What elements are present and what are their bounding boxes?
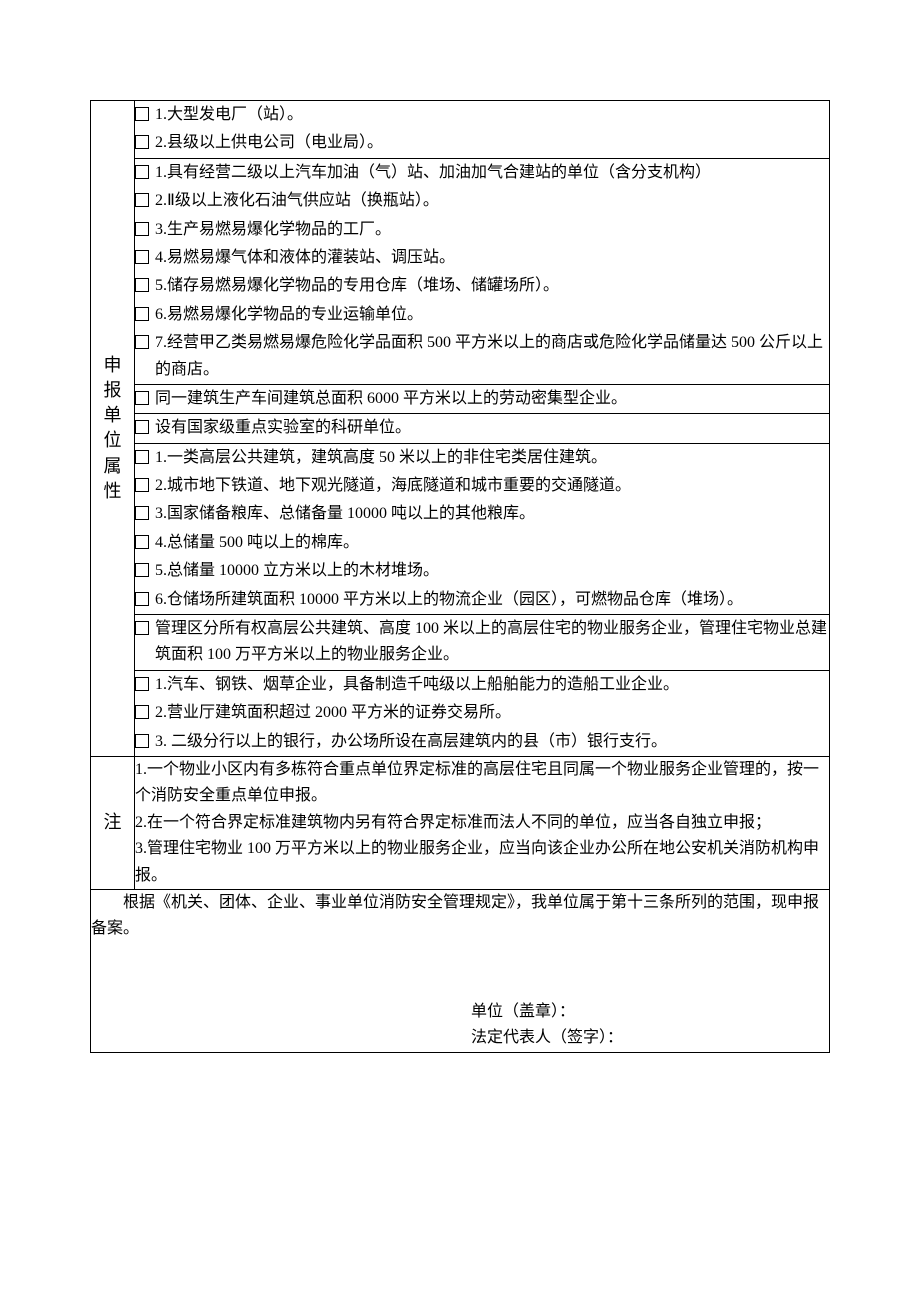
attr-header: 申报单位属性 [91, 353, 134, 504]
checkbox-row: 3. 二级分行以上的银行，办公场所设在高层建筑内的县（市）银行支行。 [135, 728, 829, 756]
section-labor: 同一建筑生产车间建筑总面积 6000 平方米以上的劳动密集型企业。 [135, 384, 830, 413]
checkbox-row: 2.Ⅱ级以上液化石油气供应站（换瓶站）。 [135, 187, 829, 215]
section-building: 1.一类高层公共建筑，建筑高度 50 米以上的非住宅类居住建筑。 2.城市地下铁… [135, 443, 830, 614]
checkbox-row: 5.总储量 10000 立方米以上的木材堆场。 [135, 557, 829, 585]
checkbox-label: 2.城市地下铁道、地下观光隧道，海底隧道和城市重要的交通隧道。 [155, 473, 829, 499]
checkbox-icon[interactable] [135, 535, 149, 549]
checkbox-label: 3.生产易燃易爆化学物品的工厂。 [155, 217, 829, 243]
checkbox-row: 管理区分所有权高层公共建筑、高度 100 米以上的高层住宅的物业服务企业，管理住… [135, 615, 829, 670]
checkbox-row: 7.经营甲乙类易燃易爆危险化学品面积 500 平方米以上的商店或危险化学品储量达… [135, 329, 829, 384]
checkbox-icon[interactable] [135, 335, 149, 349]
checkbox-label: 1.大型发电厂（站）。 [155, 102, 829, 128]
footer-cell: 根据《机关、团体、企业、事业单位消防安全管理规定》，我单位属于第十三条所列的范围… [91, 889, 830, 1052]
checkbox-row: 1.大型发电厂（站）。 [135, 101, 829, 129]
legal-rep-line: 法定代表人（签字）： [471, 1025, 829, 1051]
section-power: 1.大型发电厂（站）。 2.县级以上供电公司（电业局）。 [135, 101, 830, 159]
checkbox-label: 3. 二级分行以上的银行，办公场所设在高层建筑内的县（市）银行支行。 [155, 729, 829, 755]
note-item: 3.管理住宅物业 100 万平方米以上的物业服务企业，应当向该企业办公所在地公安… [135, 836, 829, 889]
checkbox-label: 3.国家储备粮库、总储备量 10000 吨以上的其他粮库。 [155, 501, 829, 527]
signature-block: 单位（盖章）： 法定代表人（签字）： [91, 999, 829, 1052]
section-hazmat: 1.具有经营二级以上汽车加油（气）站、加油加气合建站的单位（含分支机构） 2.Ⅱ… [135, 158, 830, 384]
checkbox-icon[interactable] [135, 222, 149, 236]
checkbox-icon[interactable] [135, 391, 149, 405]
checkbox-row: 6.易燃易爆化学物品的专业运输单位。 [135, 301, 829, 329]
checkbox-label: 6.仓储场所建筑面积 10000 平方米以上的物流企业（园区），可燃物品仓库（堆… [155, 587, 829, 613]
section-industry: 1.汽车、钢铁、烟草企业，具备制造千吨级以上船舶能力的造船工业企业。 2.营业厅… [135, 670, 830, 756]
checkbox-label: 2.Ⅱ级以上液化石油气供应站（换瓶站）。 [155, 188, 829, 214]
checkbox-label: 5.储存易燃易爆化学物品的专用仓库（堆场、储罐场所）。 [155, 273, 829, 299]
note-item: 2.在一个符合界定标准建筑物内另有符合界定标准而法人不同的单位，应当各自独立申报… [135, 810, 829, 836]
footer-declaration: 根据《机关、团体、企业、事业单位消防安全管理规定》，我单位属于第十三条所列的范围… [91, 890, 829, 943]
form-table: 申报单位属性 1.大型发电厂（站）。 2.县级以上供电公司（电业局）。 1.具有… [90, 100, 830, 1053]
checkbox-label: 5.总储量 10000 立方米以上的木材堆场。 [155, 558, 829, 584]
checkbox-icon[interactable] [135, 450, 149, 464]
checkbox-row: 设有国家级重点实验室的科研单位。 [135, 414, 829, 442]
note-item: 1.一个物业小区内有多栋符合重点单位界定标准的高层住宅且同属一个物业服务企业管理… [135, 757, 829, 810]
checkbox-label: 4.总储量 500 吨以上的棉库。 [155, 530, 829, 556]
checkbox-icon[interactable] [135, 705, 149, 719]
checkbox-icon[interactable] [135, 592, 149, 606]
checkbox-label: 1.具有经营二级以上汽车加油（气）站、加油加气合建站的单位（含分支机构） [155, 160, 829, 186]
checkbox-icon[interactable] [135, 563, 149, 577]
checkbox-row: 2.县级以上供电公司（电业局）。 [135, 129, 829, 157]
checkbox-row: 4.总储量 500 吨以上的棉库。 [135, 529, 829, 557]
checkbox-label: 4.易燃易爆气体和液体的灌装站、调压站。 [155, 245, 829, 271]
notes-cell: 1.一个物业小区内有多栋符合重点单位界定标准的高层住宅且同属一个物业服务企业管理… [135, 756, 830, 889]
checkbox-row: 同一建筑生产车间建筑总面积 6000 平方米以上的劳动密集型企业。 [135, 385, 829, 413]
checkbox-row: 6.仓储场所建筑面积 10000 平方米以上的物流企业（园区），可燃物品仓库（堆… [135, 586, 829, 614]
checkbox-label: 同一建筑生产车间建筑总面积 6000 平方米以上的劳动密集型企业。 [155, 386, 829, 412]
checkbox-label: 1.汽车、钢铁、烟草企业，具备制造千吨级以上船舶能力的造船工业企业。 [155, 672, 829, 698]
note-header-cell: 注 [91, 756, 135, 889]
checkbox-label: 2.县级以上供电公司（电业局）。 [155, 130, 829, 156]
attr-header-cell: 申报单位属性 [91, 101, 135, 757]
checkbox-row: 4.易燃易爆气体和液体的灌装站、调压站。 [135, 244, 829, 272]
checkbox-row: 3.国家储备粮库、总储备量 10000 吨以上的其他粮库。 [135, 500, 829, 528]
section-property: 管理区分所有权高层公共建筑、高度 100 米以上的高层住宅的物业服务企业，管理住… [135, 615, 830, 671]
note-header: 注 [91, 810, 134, 835]
checkbox-icon[interactable] [135, 307, 149, 321]
checkbox-icon[interactable] [135, 135, 149, 149]
checkbox-icon[interactable] [135, 734, 149, 748]
checkbox-icon[interactable] [135, 107, 149, 121]
checkbox-row: 5.储存易燃易爆化学物品的专用仓库（堆场、储罐场所）。 [135, 272, 829, 300]
checkbox-icon[interactable] [135, 420, 149, 434]
checkbox-icon[interactable] [135, 193, 149, 207]
checkbox-label: 6.易燃易爆化学物品的专业运输单位。 [155, 302, 829, 328]
checkbox-row: 3.生产易燃易爆化学物品的工厂。 [135, 216, 829, 244]
checkbox-icon[interactable] [135, 506, 149, 520]
stamp-line: 单位（盖章）： [471, 999, 829, 1025]
checkbox-icon[interactable] [135, 478, 149, 492]
checkbox-row: 1.具有经营二级以上汽车加油（气）站、加油加气合建站的单位（含分支机构） [135, 159, 829, 187]
checkbox-label: 7.经营甲乙类易燃易爆危险化学品面积 500 平方米以上的商店或危险化学品储量达… [155, 330, 829, 383]
checkbox-label: 2.营业厅建筑面积超过 2000 平方米的证券交易所。 [155, 700, 829, 726]
checkbox-row: 1.汽车、钢铁、烟草企业，具备制造千吨级以上船舶能力的造船工业企业。 [135, 671, 829, 699]
checkbox-label: 设有国家级重点实验室的科研单位。 [155, 415, 829, 441]
checkbox-row: 2.营业厅建筑面积超过 2000 平方米的证券交易所。 [135, 699, 829, 727]
checkbox-icon[interactable] [135, 250, 149, 264]
checkbox-label: 管理区分所有权高层公共建筑、高度 100 米以上的高层住宅的物业服务企业，管理住… [155, 616, 829, 669]
document-page: 申报单位属性 1.大型发电厂（站）。 2.县级以上供电公司（电业局）。 1.具有… [0, 0, 920, 1302]
checkbox-icon[interactable] [135, 165, 149, 179]
checkbox-row: 1.一类高层公共建筑，建筑高度 50 米以上的非住宅类居住建筑。 [135, 444, 829, 472]
checkbox-icon[interactable] [135, 677, 149, 691]
checkbox-icon[interactable] [135, 621, 149, 635]
checkbox-label: 1.一类高层公共建筑，建筑高度 50 米以上的非住宅类居住建筑。 [155, 445, 829, 471]
checkbox-icon[interactable] [135, 278, 149, 292]
checkbox-row: 2.城市地下铁道、地下观光隧道，海底隧道和城市重要的交通隧道。 [135, 472, 829, 500]
section-lab: 设有国家级重点实验室的科研单位。 [135, 414, 830, 443]
